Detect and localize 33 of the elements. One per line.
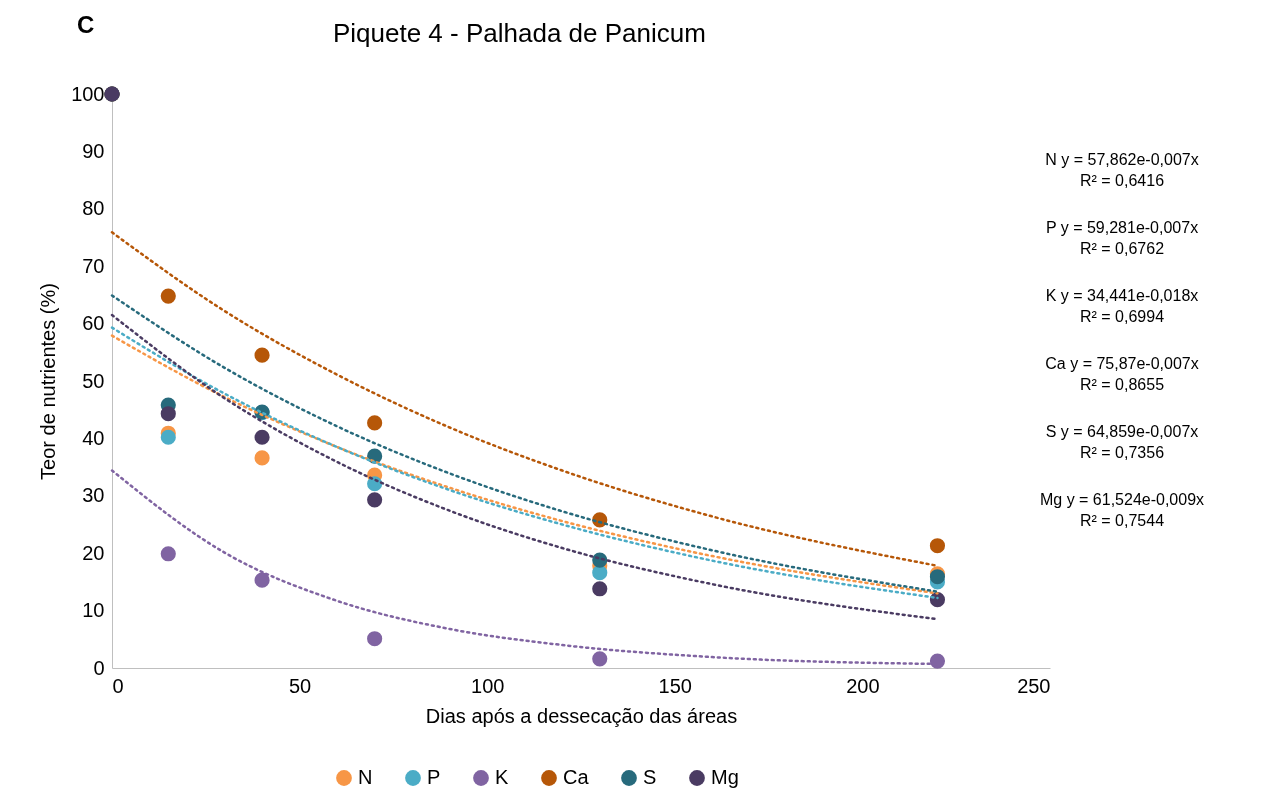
annotation: Mg y = 61,524e-0,009x R² = 0,7544 (1039, 491, 1205, 529)
y-tick-label: 80 (82, 197, 105, 220)
x-tick-label: 50 (288, 674, 312, 697)
y-tick-label: 100 (71, 82, 105, 105)
legend-label: K (495, 766, 509, 788)
x-tick-label: 200 (846, 674, 880, 697)
x-tick-label: 150 (658, 674, 692, 697)
annotation: Ca y = 75,87e-0,007x R² = 0,8655 (1045, 355, 1199, 393)
annotation: P y = 59,281e-0,007x R² = 0,6762 (1045, 219, 1199, 257)
annotation: K y = 34,441e-0,018x R² = 0,6994 (1045, 287, 1199, 325)
y-tick-label: 10 (82, 599, 105, 622)
x-axis-title: Dias após a dessecação das áreas (425, 704, 738, 727)
chart-title: Piquete 4 - Palhada de Panicum (332, 18, 706, 48)
y-tick-label: 60 (82, 312, 105, 335)
annotation: S y = 64,859e-0,007x R² = 0,7356 (1045, 423, 1199, 461)
y-tick-label: 40 (82, 426, 105, 449)
y-tick-label: 50 (82, 369, 105, 392)
x-tick-label: 100 (471, 674, 505, 697)
x-tick-label: 0 (112, 674, 124, 697)
legend-label: S (643, 766, 657, 788)
y-tick-label: 0 (93, 656, 105, 679)
y-tick-label: 90 (82, 139, 105, 162)
x-tick-label: 250 (1017, 674, 1051, 697)
legend-label: N (358, 766, 373, 788)
y-tick-label: 20 (82, 541, 105, 564)
text: C (77, 11, 95, 38)
y-tick-label: 70 (82, 254, 105, 277)
y-axis-title: Teor de nutrientes (%) (37, 283, 60, 480)
legend-label: Mg (711, 766, 739, 788)
legend-label: P (427, 766, 441, 788)
annotation: N y = 57,862e-0,007x R² = 0,6416 (1045, 151, 1199, 189)
legend-label: Ca (563, 766, 590, 788)
y-tick-label: 30 (82, 484, 105, 507)
